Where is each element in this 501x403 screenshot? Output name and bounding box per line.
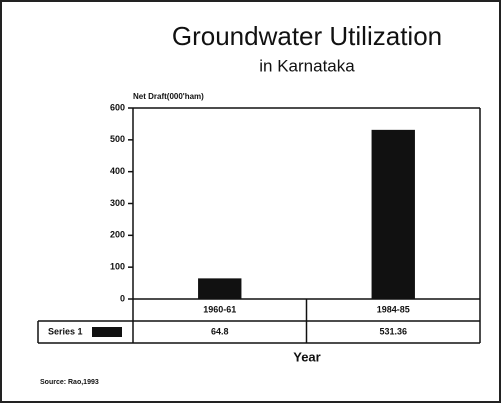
chart-subtitle: in Karnataka xyxy=(259,56,355,75)
y-tick-label: 400 xyxy=(110,166,125,176)
x-axis-label: Year xyxy=(293,349,320,364)
y-axis-label: Net Draft(000'ham) xyxy=(133,92,204,101)
source-note: Source: Rao,1993 xyxy=(40,379,99,386)
legend-label: Series 1 xyxy=(48,326,83,336)
y-tick-label: 200 xyxy=(110,230,125,240)
x-tick-label: 1960-61 xyxy=(203,304,236,314)
bar xyxy=(198,278,242,299)
y-tick-label: 300 xyxy=(110,198,125,208)
chart-title: Groundwater Utilization xyxy=(172,21,442,51)
x-tick-label: 1984-85 xyxy=(377,304,410,314)
table-value: 64.8 xyxy=(211,326,229,336)
y-tick-label: 600 xyxy=(110,102,125,112)
legend-swatch xyxy=(92,327,122,337)
bar xyxy=(371,129,415,299)
y-tick-label: 100 xyxy=(110,262,125,272)
y-tick-label: 0 xyxy=(120,293,125,303)
table-value: 531.36 xyxy=(379,326,407,336)
y-tick-label: 500 xyxy=(110,134,125,144)
